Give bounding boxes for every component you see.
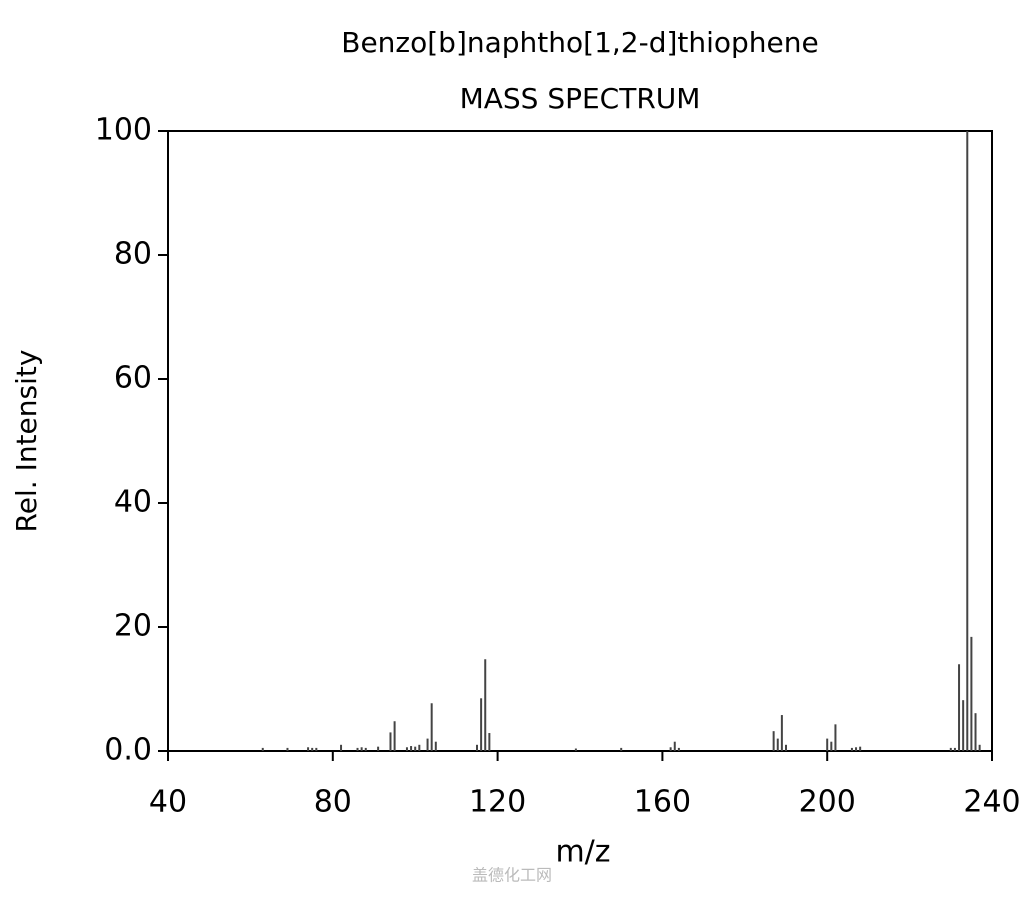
x-tick-label: 200 (799, 785, 856, 820)
x-axis-label: m/z (555, 835, 610, 870)
x-tick-label: 80 (314, 785, 352, 820)
chart-subtitle: MASS SPECTRUM (460, 82, 701, 115)
y-axis-label: Rel. Intensity (10, 350, 43, 533)
y-tick-label: 80 (114, 237, 152, 272)
y-tick-label: 40 (114, 485, 152, 520)
chart-title: Benzo[b]naphtho[1,2-d]thiophene (341, 26, 819, 59)
x-tick-label: 160 (634, 785, 691, 820)
watermark: 盖德化工网 (472, 866, 552, 885)
x-tick-label: 240 (963, 785, 1020, 820)
y-tick-label: 0.0 (104, 733, 152, 768)
y-tick-label: 20 (114, 609, 152, 644)
x-tick-label: 120 (469, 785, 526, 820)
x-tick-label: 40 (149, 785, 187, 820)
y-tick-label: 60 (114, 361, 152, 396)
plot-frame (167, 130, 993, 752)
y-tick-label: 100 (95, 113, 152, 148)
